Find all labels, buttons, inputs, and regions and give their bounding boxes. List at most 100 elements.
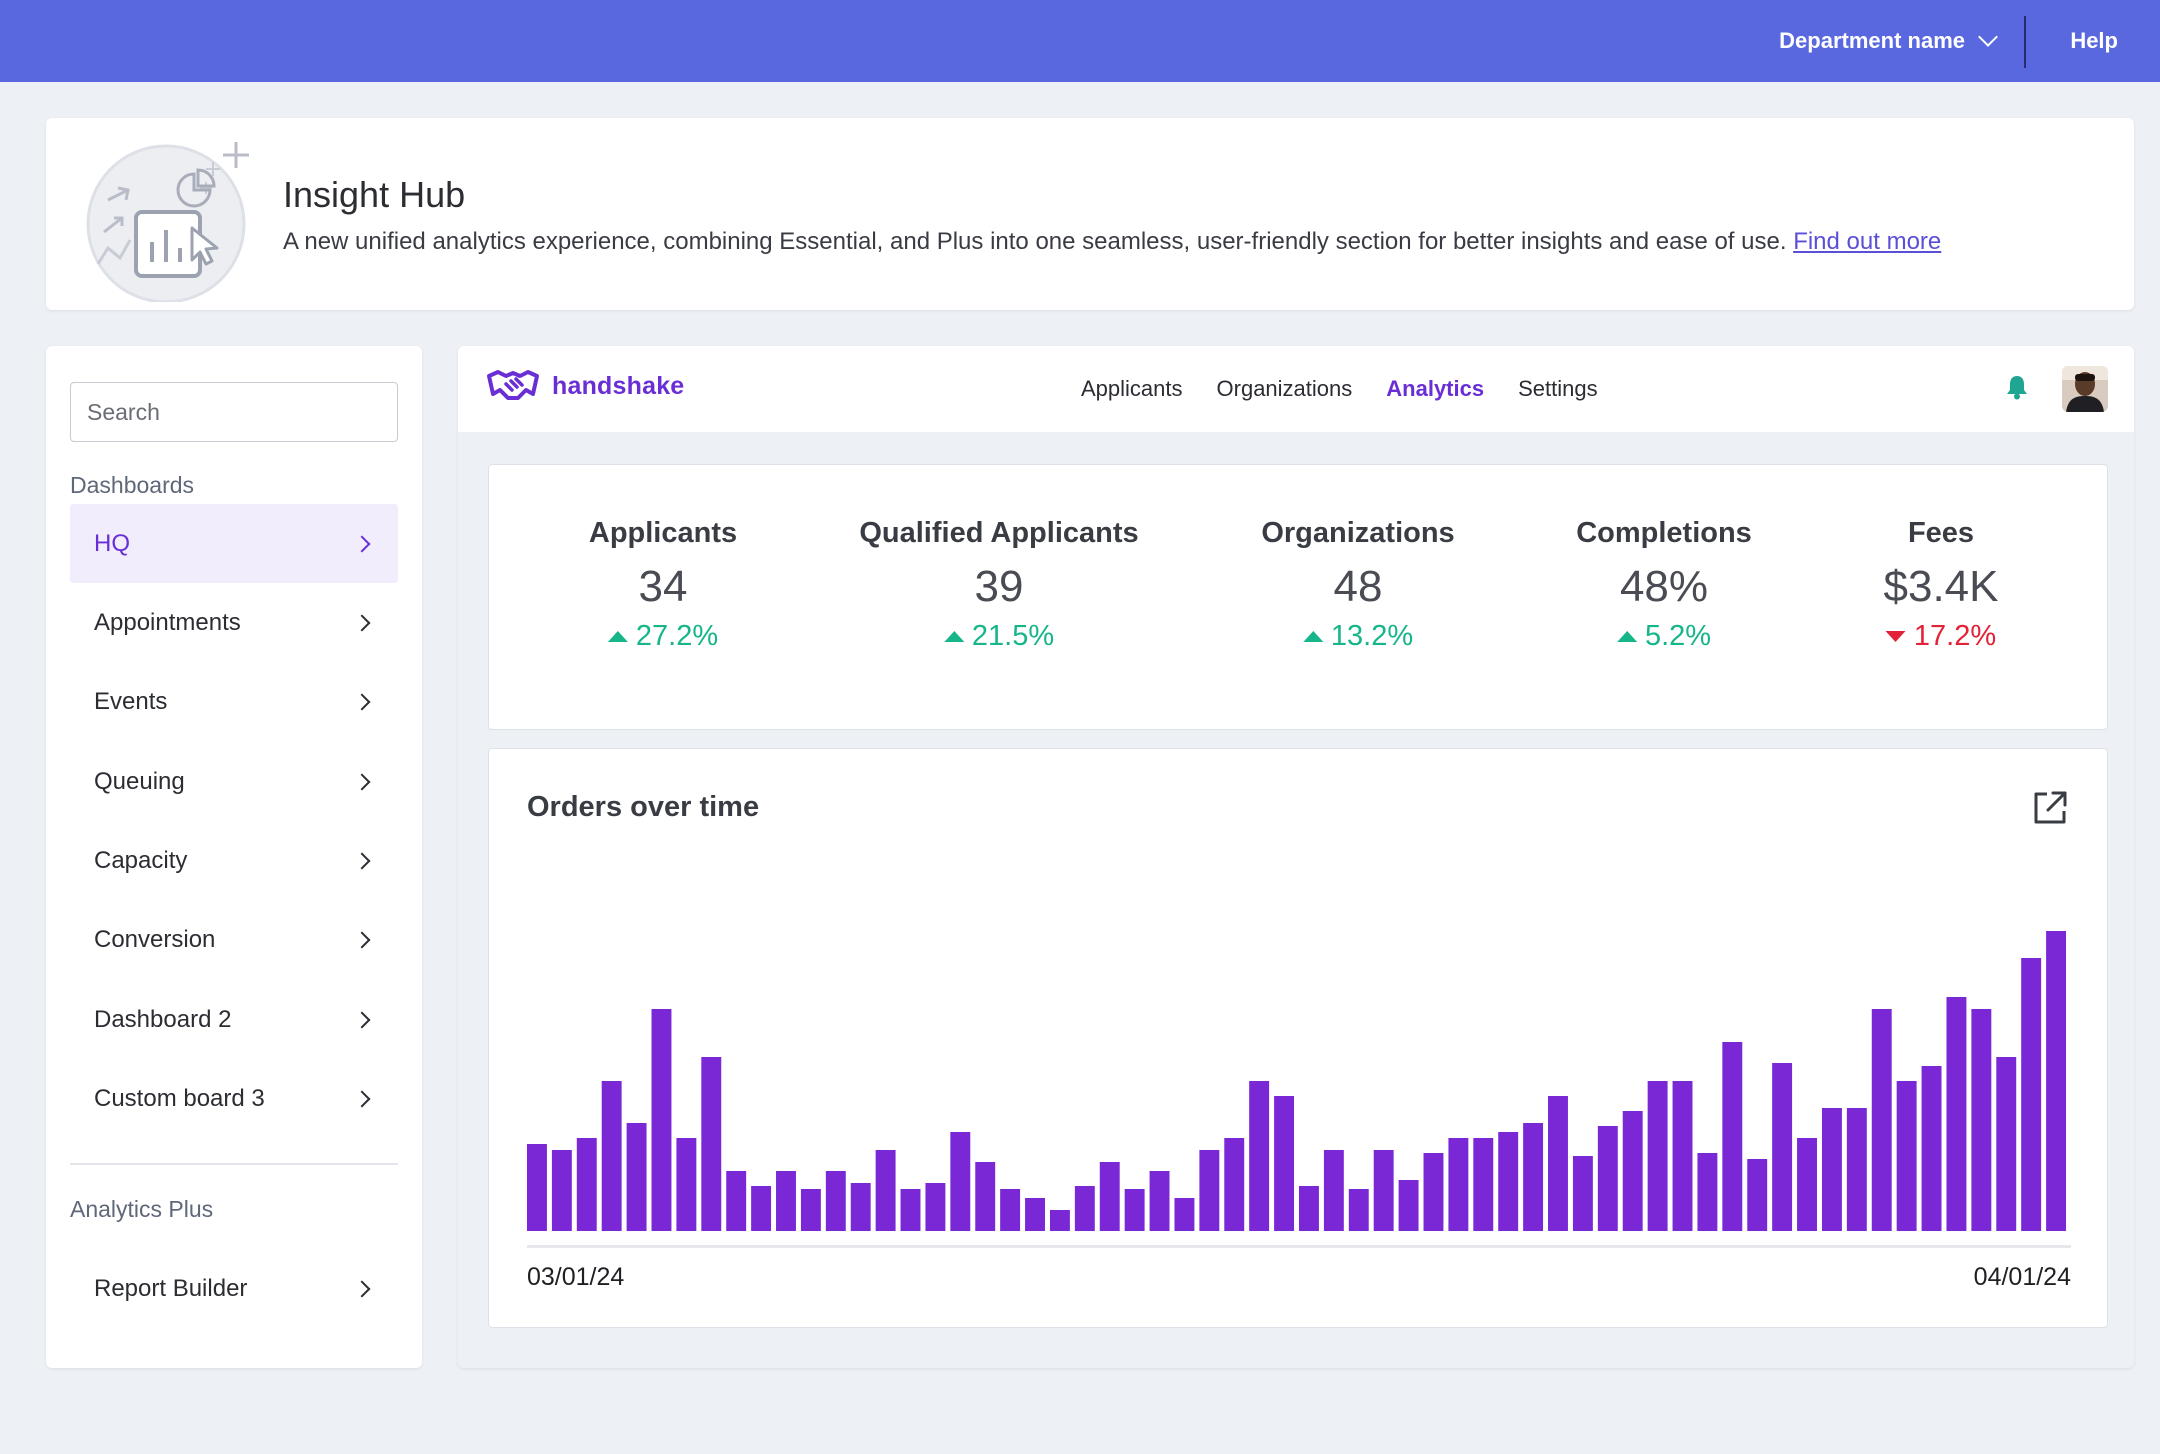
chart-bar[interactable] [551,1150,572,1231]
sidebar-item-report-builder[interactable]: Report Builder [70,1249,398,1328]
chart-bar[interactable] [925,1183,946,1231]
chart-bar[interactable] [1373,1150,1394,1231]
chart-bar[interactable] [1697,1153,1718,1231]
sidebar-item-events[interactable]: Events [70,662,398,741]
find-out-more-link[interactable]: Find out more [1793,228,1942,255]
chart-bar[interactable] [1722,1042,1743,1231]
chart-bar[interactable] [1323,1150,1344,1231]
chart-bar[interactable] [1473,1138,1494,1231]
chart-bar[interactable] [800,1189,821,1231]
chart-bar[interactable] [1996,1057,2017,1231]
tab-settings[interactable]: Settings [1518,376,1598,401]
chart-bar[interactable] [626,1123,647,1231]
chart-bar[interactable] [1523,1123,1544,1231]
chart-bar[interactable] [1572,1156,1593,1231]
kpi-delta-value: 13.2% [1330,620,1414,652]
analytics-plus-section-label: Analytics Plus [70,1196,214,1222]
chart-bar[interactable] [1921,1066,1942,1231]
avatar[interactable] [2062,366,2108,412]
help-link[interactable]: Help [2070,28,2118,53]
chart-bar[interactable] [1597,1126,1618,1231]
kpi-organizations[interactable]: Organizations 48 13.2% [1261,517,1454,653]
chart-bar[interactable] [1149,1171,1170,1231]
sidebar-item-appointments[interactable]: Appointments [70,583,398,662]
chart-bar[interactable] [1398,1180,1419,1231]
chart-bar[interactable] [1672,1081,1693,1231]
chart-bar[interactable] [726,1171,747,1231]
sidebar-item-capacity[interactable]: Capacity [70,821,398,900]
kpi-label: Applicants [588,517,738,549]
chart-bar[interactable] [2021,958,2042,1231]
chart-bar[interactable] [776,1171,796,1231]
chart-bar[interactable] [701,1057,722,1231]
tab-analytics[interactable]: Analytics [1386,376,1485,401]
kpi-applicants[interactable]: Applicants 34 27.2% [589,517,737,653]
chart-bar[interactable] [1498,1132,1519,1231]
handshake-logo[interactable]: handshake [486,368,684,404]
chart-bar[interactable] [1747,1159,1768,1231]
chart-bar[interactable] [1348,1189,1369,1231]
chart-bar[interactable] [1049,1210,1070,1231]
tab-applicants[interactable]: Applicants [1081,376,1183,401]
kpi-label: Fees [1907,517,1975,549]
chart-bar[interactable] [1299,1186,1319,1231]
chart-bar[interactable] [576,1138,597,1231]
kpi-delta-value: 5.2% [1644,620,1712,652]
external-link-icon[interactable] [2031,789,2069,832]
x-axis-end-label: 04/01/24 [1973,1263,2071,1291]
kpi-fees[interactable]: Fees $3.4K 17.2% [1884,517,1999,653]
chart-bar[interactable] [1971,1009,1992,1231]
chart-bar[interactable] [1174,1198,1195,1231]
sidebar-item-custom-board-3[interactable]: Custom board 3 [70,1059,398,1138]
department-dropdown[interactable]: Department name [1779,0,1998,82]
sidebar-item-conversion[interactable]: Conversion [70,900,398,979]
chart-bar[interactable] [1099,1162,1120,1231]
trend-up-icon [1302,631,1323,642]
chart-bar[interactable] [1274,1096,1295,1231]
kpi-delta-value: 27.2% [635,620,719,652]
chart-bar[interactable] [751,1186,772,1231]
chart-bar[interactable] [1622,1111,1643,1231]
chart-bar[interactable] [676,1138,697,1231]
chevron-right-icon [353,1090,371,1107]
chart-bar[interactable] [850,1183,871,1231]
chart-bar[interactable] [527,1144,547,1231]
chart-bar[interactable] [1797,1138,1817,1231]
chart-bar[interactable] [1249,1081,1270,1231]
chart-bar[interactable] [975,1162,996,1231]
chart-bar[interactable] [900,1189,921,1231]
chart-bar[interactable] [1846,1108,1867,1231]
chart-bar[interactable] [2046,931,2067,1231]
kpi-qualified-applicants[interactable]: Qualified Applicants 39 21.5% [859,517,1138,653]
search-input[interactable] [70,382,398,442]
tab-organizations[interactable]: Organizations [1216,376,1353,401]
sidebar-item-hq[interactable]: HQ [70,504,398,583]
kpi-label: Qualified Applicants [859,517,1139,549]
chart-bar[interactable] [601,1081,622,1231]
chart-bar[interactable] [1074,1186,1095,1231]
chart-bar[interactable] [1423,1153,1444,1231]
chart-bar[interactable] [1647,1081,1668,1231]
chart-bar[interactable] [1821,1108,1842,1231]
chart-bar[interactable] [1946,997,1967,1231]
chart-bar[interactable] [1896,1081,1917,1231]
sidebar-item-queuing[interactable]: Queuing [70,742,398,821]
kpi-completions[interactable]: Completions 48% 5.2% [1576,517,1752,653]
chart-bar[interactable] [875,1150,896,1231]
bell-icon[interactable] [2006,374,2028,405]
chevron-down-icon [1978,27,1998,47]
chart-bar[interactable] [1124,1189,1145,1231]
chart-bar[interactable] [1871,1009,1892,1231]
chart-bar[interactable] [1772,1063,1793,1231]
chevron-right-icon [353,1011,371,1028]
chart-bar[interactable] [1448,1138,1469,1231]
chart-bar[interactable] [651,1009,672,1231]
chart-bar[interactable] [950,1132,971,1231]
chart-bar[interactable] [1025,1198,1045,1231]
chart-bar[interactable] [1548,1096,1568,1231]
chart-bar[interactable] [1224,1138,1245,1231]
sidebar-item-dashboard-2[interactable]: Dashboard 2 [70,980,398,1059]
chart-bar[interactable] [1000,1189,1021,1231]
chart-bar[interactable] [825,1171,846,1231]
chart-bar[interactable] [1199,1150,1220,1231]
